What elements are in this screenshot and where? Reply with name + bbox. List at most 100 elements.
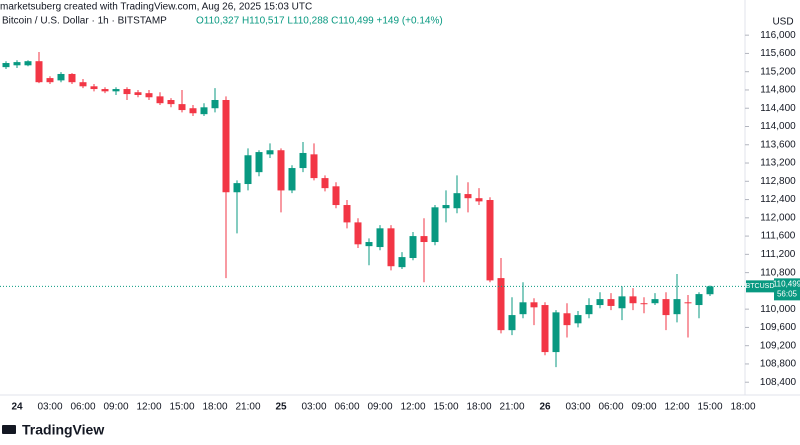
candle [695,292,703,319]
candle-body [299,152,307,169]
y-tick-label: 112,800 [760,176,796,187]
y-tick-label: 114,400 [760,103,796,114]
candle-body [255,152,263,173]
candle-body [233,183,241,193]
candle [24,60,32,67]
y-tick-label: 113,200 [760,158,796,169]
candle [145,89,153,101]
candle [409,231,417,261]
x-tick-label: 12:00 [664,402,689,413]
y-tick-label: 112,400 [760,194,796,205]
candle [431,205,439,246]
x-tick-label: 26 [539,402,551,413]
candle-body [563,313,571,326]
logo-icon [2,425,16,434]
candle [530,298,538,326]
candle [519,282,527,319]
candle [607,293,615,311]
ohlc-legend: O110,327 H110,517 L110,288 C110,499 +149… [196,16,443,27]
candle-body [90,86,98,90]
credit: marketsuberg created with TradingView.co… [0,2,312,13]
symbol-tag [746,280,774,293]
y-tick-label: 114,800 [760,85,796,96]
x-tick-label: 06:00 [334,402,359,413]
candle-body [310,154,318,179]
candle [706,285,714,296]
candle-body [101,89,109,92]
candle-body [365,242,373,247]
candle-body [552,312,560,353]
candle [189,105,197,116]
candle-body [354,222,362,245]
candle [211,88,219,113]
candle-body [398,257,406,268]
x-tick-label: 09:00 [103,402,128,413]
candle [167,98,175,108]
candle-body [211,100,219,109]
candle-body [497,278,505,331]
chart-title: Bitcoin / U.S. Dollar · 1h · BITSTAMP [2,16,167,27]
candle-body [167,100,175,105]
y-tick-label: 111,600 [761,231,796,242]
candle-body [288,168,296,191]
candle [596,292,604,309]
candle-body [332,186,340,206]
candle [563,303,571,338]
candle-body [651,299,659,304]
candle-body [376,228,384,248]
x-tick-label: 06:00 [70,402,95,413]
candle [321,175,329,192]
x-tick-label: 09:00 [367,402,392,413]
brand: TradingView [22,422,104,438]
candle [508,297,516,336]
candle [618,286,626,321]
y-tick-label: 113,600 [760,139,796,150]
brand-logo: TradingView [2,422,104,438]
candle [629,288,637,311]
candle-body [13,62,21,66]
candle-body [684,302,692,304]
y-tick-label: 110,800 [760,267,796,278]
candle-body [145,93,153,98]
candle [222,96,230,279]
candle-body [695,294,703,306]
candle-body [596,299,604,306]
candle [46,76,54,85]
price-tag [774,278,800,301]
candle-body [134,92,142,95]
candle [156,92,164,106]
candle [35,52,43,84]
x-tick-label: 12:00 [400,402,425,413]
y-tick-label: 108,800 [760,359,797,370]
candle-body [475,198,483,202]
x-tick-label: 09:00 [631,402,656,413]
candle [486,197,494,283]
candle-body [574,315,582,324]
candle-body [277,150,285,191]
candle-body [57,73,65,81]
candle [79,79,87,89]
candle [288,165,296,194]
x-tick-label: 18:00 [730,402,755,413]
candle-body [530,302,538,308]
candle-body [508,315,516,331]
candle-body [607,299,615,306]
candle [541,302,549,356]
y-tick-label: 108,400 [760,377,797,388]
symbol: BTCUSD [746,283,775,290]
y-tick-label: 115,600 [760,48,796,59]
candle [332,182,340,209]
x-tick-label: 15:00 [433,402,458,413]
candle [255,150,263,177]
x-tick-label: 18:00 [202,402,227,413]
candle [68,73,76,85]
candle-body [112,89,120,92]
candle [266,143,274,158]
candle-body [585,305,593,315]
candle-body [673,299,681,315]
candle-body [541,305,549,353]
candle-body [464,194,472,199]
candle [13,60,21,69]
y-tick-label: 116,000 [760,30,796,41]
x-tick-label: 03:00 [301,402,326,413]
